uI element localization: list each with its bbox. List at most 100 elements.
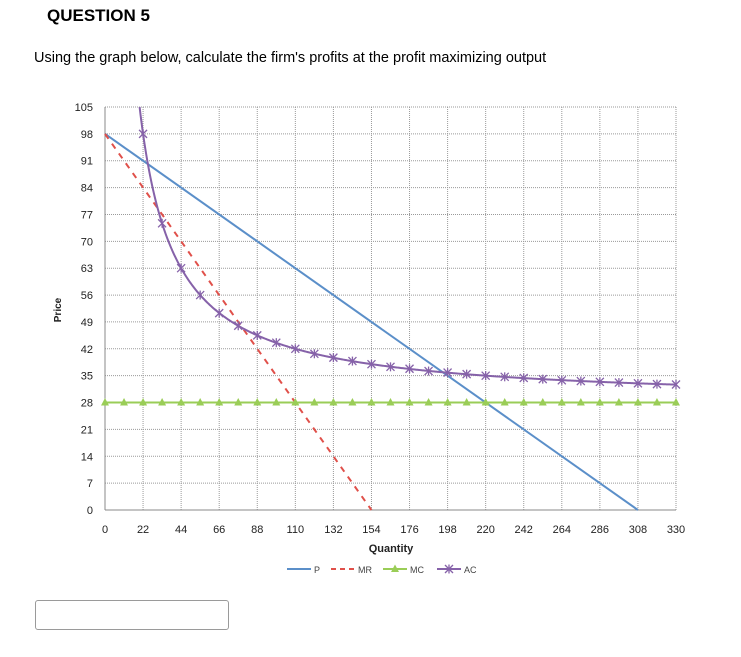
x-tick-label: 308 [629,524,647,536]
mc-point [672,398,680,406]
x-tick-label: 44 [175,524,187,536]
ac-point [271,338,281,348]
legend-label-mc: MC [410,565,424,575]
answer-input[interactable] [35,600,229,630]
ac-point [138,129,148,139]
mc-point [139,398,148,406]
mc-point [234,398,243,406]
y-tick-label: 28 [81,398,93,410]
mc-point [367,398,376,406]
y-tick-label: 63 [81,263,93,275]
mc-point [101,398,109,406]
y-tick-label: 14 [81,451,93,463]
mc-point [652,398,661,406]
y-tick-label: 49 [81,317,93,329]
mc-point [196,398,205,406]
ac-point [328,353,338,363]
y-axis-label: Price [53,297,64,322]
x-tick-label: 0 [102,524,108,536]
mc-point [329,398,338,406]
series-ac [138,106,681,389]
y-tick-label: 56 [81,290,93,302]
chart-series [101,106,681,511]
ac-point [233,321,243,331]
ac-point [481,371,491,381]
ac-point [424,366,434,376]
legend-item-ac: AC [437,564,477,575]
ac-point [576,376,586,386]
ac-curve [138,106,677,386]
mc-point [386,398,395,406]
mc-point [633,398,642,406]
y-tick-label: 77 [81,209,93,221]
mc-point [291,398,300,406]
ac-point [252,330,262,340]
mc-point [424,398,433,406]
x-tick-label: 330 [667,524,685,536]
ac-point [290,344,300,354]
question-text: Using the graph below, calculate the fir… [34,50,547,66]
x-tick-label: 242 [515,524,533,536]
axes: 0 7 14 21 28 35 42 49 56 63 70 77 84 91 98 105 0 22 44 66 88… [75,102,686,536]
mc-point [576,398,585,406]
x-tick-label: 88 [251,524,263,536]
mc-point [120,398,129,406]
ac-point [557,375,567,385]
series-mc [101,398,680,406]
x-tick-label: 264 [553,524,571,536]
legend-item-p: P [287,565,320,575]
ac-point [176,263,186,273]
x-tick-label: 110 [287,524,305,536]
mc-point [519,398,528,406]
grid-lines [104,106,677,511]
ac-point [157,218,167,228]
mc-point [215,398,224,406]
y-tick-label: 105 [75,102,93,114]
ac-point [500,372,510,382]
p-line [104,133,639,511]
mc-point [443,398,452,406]
mc-point [595,398,604,406]
x-tick-label: 220 [476,524,494,536]
mc-point [481,398,490,406]
mc-point [405,398,414,406]
x-tick-label: 176 [400,524,418,536]
ac-point [405,364,414,374]
chart-legend: P MR MC AC [287,564,477,575]
mc-point [272,398,281,406]
mc-point [158,398,167,406]
y-tick-label: 7 [87,478,93,490]
ac-point [195,290,205,300]
ac-point [614,378,624,388]
x-axis-label: Quantity [369,543,414,555]
y-tick-label: 42 [81,344,93,356]
legend-item-mr: MR [331,565,372,575]
mc-point [614,398,623,406]
series-p [104,133,639,511]
mc-point [177,398,186,406]
x-tick-label: 154 [362,524,380,536]
legend-label-ac: AC [464,565,477,575]
ac-point [309,349,319,359]
mc-point [462,398,471,406]
legend-marker-ac [444,564,454,574]
ac-point [367,359,376,369]
y-tick-label: 98 [81,129,93,141]
ac-point [595,377,605,387]
ac-point [652,379,662,389]
legend-label-mr: MR [358,565,372,575]
ac-point [633,378,643,388]
ac-point [443,368,453,378]
x-tick-label: 286 [591,524,609,536]
legend-label-p: P [314,565,320,575]
y-tick-label: 84 [81,183,93,195]
ac-point [671,379,681,389]
x-tick-label: 198 [438,524,456,536]
y-tick-label: 70 [81,236,93,248]
y-tick-label: 35 [81,371,93,383]
legend-item-mc: MC [383,564,424,575]
ac-point [386,362,395,372]
ac-point [519,373,529,383]
mc-point [310,398,319,406]
ac-point [462,369,472,379]
